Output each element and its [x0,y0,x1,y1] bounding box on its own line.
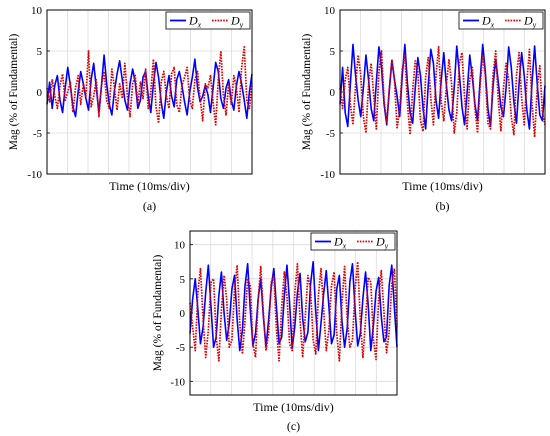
panel-caption: (c) [287,419,300,433]
y-tick-label: 10 [31,5,43,17]
y-tick-label: -10 [170,376,185,388]
series-lines [189,260,398,362]
legend: Dx Dy [310,232,396,251]
y-tick-label: -5 [326,128,336,140]
series-line-dy [189,260,398,362]
y-tick-label: 10 [174,240,186,252]
series-lines [46,46,253,126]
series-line-dx [339,43,546,130]
x-axis-label: Time (10ms/div) [109,179,190,193]
panel-b: -10 -5 0 5 10 Dx Dy Time (10ms/div) Mag (% of… [301,5,546,213]
y-tick-label: -5 [33,128,43,140]
y-tick-labels: -10 -5 0 5 10 [170,240,185,389]
y-tick-label: 5 [330,46,336,58]
legend-label-dy: Dy [230,14,244,30]
y-axis-label: Mag (% of Fundamental) [301,34,313,151]
legend-box [310,232,396,251]
y-axis-label: Mag (% of Fundamental) [8,34,20,151]
plot-frame [339,9,546,175]
y-tick-label: -5 [176,342,186,354]
legend-label-dx: Dx [188,14,202,30]
y-tick-label: 0 [180,308,186,320]
legend-label-dy: Dy [523,14,537,30]
y-tick-label: -10 [320,169,335,181]
x-axis-label: Time (10ms/div) [253,400,334,414]
legend-box [165,11,251,30]
y-tick-label: 0 [330,87,336,99]
legend-label-dx: Dx [333,235,347,251]
x-axis-label: Time (10ms/div) [402,179,483,193]
plot-frame [46,9,253,175]
legend: Dx Dy [165,11,251,30]
y-tick-label: 10 [324,5,336,17]
series-line-dx [46,54,253,120]
panel-a: -10 -5 0 5 10 Dx Dy Time (10ms/div) Mag (% of… [8,5,253,213]
y-tick-label: 5 [180,274,186,286]
series-lines [339,43,546,138]
panel-caption: (a) [143,199,156,213]
series-line-dy [46,46,253,126]
legend-label-dy: Dy [375,235,389,251]
y-tick-label: -10 [27,169,42,181]
y-tick-labels: -10 -5 0 5 10 [27,5,42,181]
y-tick-label: 0 [37,87,43,99]
panel-c: -10 -5 0 5 10 Dx Dy Time (10ms/div) Mag (% of… [152,230,398,433]
legend-box [458,11,544,30]
legend: Dx Dy [458,11,544,30]
panel-caption: (b) [436,199,450,213]
y-tick-labels: -10 -5 0 5 10 [320,5,335,181]
y-axis-label: Mag (% of Fundamental) [152,255,164,372]
series-line-dy [339,46,546,138]
plot-frame [189,230,398,396]
legend-label-dx: Dx [481,14,495,30]
y-tick-label: 5 [37,46,43,58]
